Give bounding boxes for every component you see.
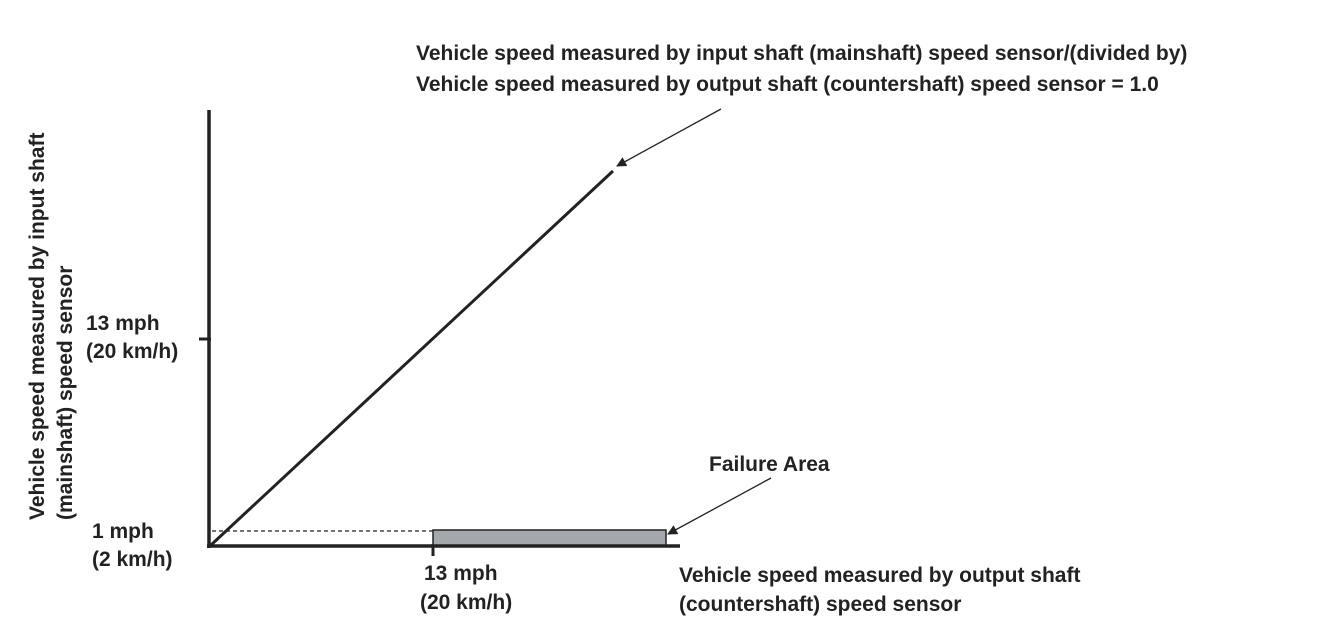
y-tick-high-label-2: (20 km/h) xyxy=(86,340,178,363)
ratio-line xyxy=(209,169,615,547)
x-axis-label-line-1: Vehicle speed measured by output shaft xyxy=(679,564,1080,587)
y-tick-high-label-1: 13 mph xyxy=(86,312,160,335)
annotation-line-1: Vehicle speed measured by input shaft (m… xyxy=(416,42,1187,65)
x-axis-label-line-2: (countershaft) speed sensor xyxy=(679,593,961,616)
x-tick-label-2: (20 km/h) xyxy=(420,591,512,614)
x-tick-label-1: 13 mph xyxy=(424,562,498,585)
annotation-line-2: Vehicle speed measured by output shaft (… xyxy=(416,73,1159,96)
y-axis-label-line-2: (mainshaft) speed sensor xyxy=(54,266,77,520)
failure-area-region xyxy=(432,529,667,546)
y-axis-label-line-1: Vehicle speed measured by input shaft xyxy=(26,133,49,520)
y-tick-low-label-1: 1 mph xyxy=(92,520,154,543)
y-tick-low-label-2: (2 km/h) xyxy=(92,548,173,571)
annotation-arrow xyxy=(616,108,722,167)
failure-area-arrow xyxy=(667,477,772,535)
failure-area-label: Failure Area xyxy=(709,453,830,476)
